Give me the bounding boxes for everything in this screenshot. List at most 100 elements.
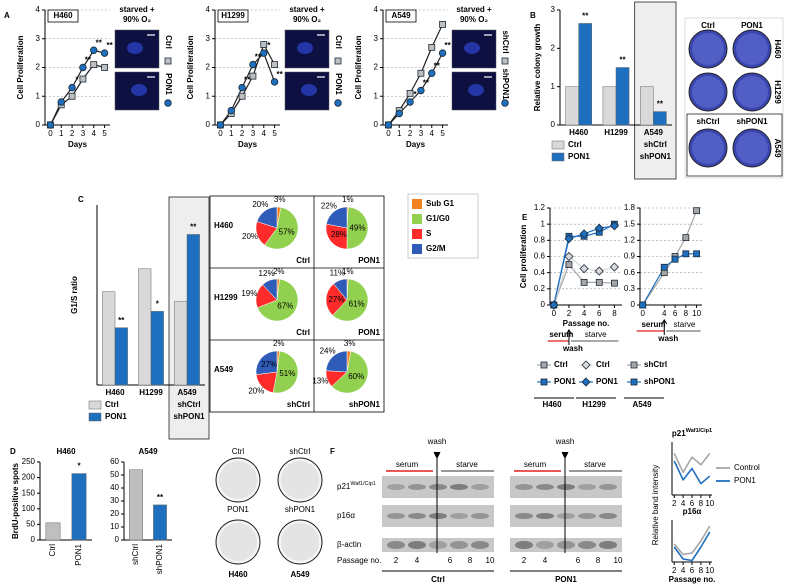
marker [334, 99, 342, 107]
legend-swatch [412, 214, 422, 224]
phase-label: starve [584, 460, 606, 469]
bar [186, 234, 200, 386]
x-tick-label: 2 [672, 566, 677, 575]
blot-band [557, 513, 575, 519]
marker [594, 223, 604, 233]
phase-label: starve [585, 330, 607, 339]
bar [71, 473, 87, 541]
pie-slice [272, 350, 299, 394]
wash-arrow [433, 451, 441, 460]
x-axis-label: Days [238, 140, 258, 149]
y-axis-label: Relative colony growth [533, 24, 542, 112]
x-tick-label: 2 [567, 309, 572, 318]
legend-label: G2/M [426, 244, 446, 253]
x-tick-label: 0 [640, 309, 645, 318]
x-tick-label: 10 [705, 499, 714, 508]
phase-label: serum [396, 460, 419, 469]
marker [271, 61, 278, 69]
x-axis-label: Days [406, 140, 426, 149]
plate-label: PON1 [227, 505, 249, 514]
y-tick-label: 3 [551, 5, 556, 14]
x-tick-label: 1 [59, 129, 64, 138]
plate-inner [692, 132, 724, 164]
legend-label: PON1 [105, 412, 127, 421]
x-tick-label: 1 [397, 129, 402, 138]
marker [611, 279, 618, 287]
wash-arrow [661, 319, 668, 335]
blot-row-label: p16α [337, 511, 355, 520]
plate-inner [281, 461, 319, 499]
y-tick-label: 2 [374, 63, 379, 72]
pie-slice [332, 278, 369, 322]
wash-arrow [561, 451, 569, 460]
y-tick-label: 250 [22, 457, 36, 466]
plate-inner [281, 523, 319, 561]
pie-label: Ctrl [296, 256, 310, 265]
bar [45, 522, 61, 541]
plate-label: shPON1 [285, 505, 316, 514]
column-label: shPON1 [736, 117, 768, 126]
phase-label: wash [657, 334, 678, 343]
x-axis-label: Passage no. [669, 575, 716, 584]
phase-label: serum [549, 330, 573, 339]
title-superscript: Waf1/Cip1 [686, 428, 712, 434]
chart-title: p16α [683, 507, 702, 516]
legend-label: S [426, 229, 432, 238]
chart-title: H460 [56, 447, 76, 456]
y-tick-label: 0.6 [534, 252, 546, 261]
slice-label: 2% [273, 267, 285, 276]
y-tick-label: 0 [541, 300, 546, 309]
blot-band [536, 484, 554, 490]
nucleus [464, 42, 480, 54]
x-tick-label: H1299 [604, 128, 628, 137]
x-tick-label: 0 [218, 129, 223, 138]
blot-band [429, 484, 447, 490]
marker [693, 207, 701, 215]
marker [406, 98, 414, 106]
y-tick-label: 2 [551, 43, 556, 52]
series-line [673, 452, 711, 474]
pie-slice [325, 350, 348, 373]
significance-mark: ** [244, 76, 251, 85]
x-tick-label: Ctrl [48, 544, 57, 557]
x-tick-label: shCtrl [131, 544, 140, 565]
legend-label: Ctrl [105, 400, 119, 409]
slice-label: 12% [259, 269, 275, 278]
slice-label: 1% [342, 267, 354, 276]
marker [565, 261, 573, 268]
pie-label: shCtrl [287, 400, 310, 409]
marker [79, 75, 87, 83]
marker [238, 83, 246, 92]
slice-label: 2% [273, 339, 285, 348]
y-tick-label: 0.9 [624, 252, 636, 261]
significance-mark: ** [276, 70, 283, 79]
marker [334, 57, 342, 65]
slice-label: 20% [248, 387, 264, 396]
marker [384, 121, 393, 129]
y-tick-label: 1.8 [624, 203, 636, 212]
bar [153, 504, 167, 541]
legend-label: PON1 [164, 73, 173, 95]
panel-letter: A [4, 11, 10, 20]
blot-band [471, 541, 489, 549]
series-line [673, 525, 711, 556]
significance-mark: * [77, 462, 81, 471]
significance-mark: ** [657, 100, 664, 109]
title-main: p16α [683, 507, 702, 516]
x-tick-label: 8 [684, 309, 689, 318]
legend-frame [407, 193, 479, 259]
passage-number: 4 [543, 556, 548, 565]
title-box [385, 9, 417, 23]
slice-label: 20% [252, 200, 268, 209]
y-tick-label: 150 [22, 488, 36, 497]
y-axis-label: G1/S ratio [70, 276, 79, 314]
group-label: H1299 [582, 400, 606, 409]
bar [150, 311, 164, 386]
y-tick-label: 100 [22, 504, 36, 513]
panel-letter: C [78, 195, 84, 204]
legend-swatch [412, 199, 422, 209]
annotation: 90% O₂ [460, 15, 488, 24]
marker [238, 92, 246, 100]
legend-label: Ctrl [164, 35, 173, 49]
y-tick-label: 3 [374, 34, 379, 43]
